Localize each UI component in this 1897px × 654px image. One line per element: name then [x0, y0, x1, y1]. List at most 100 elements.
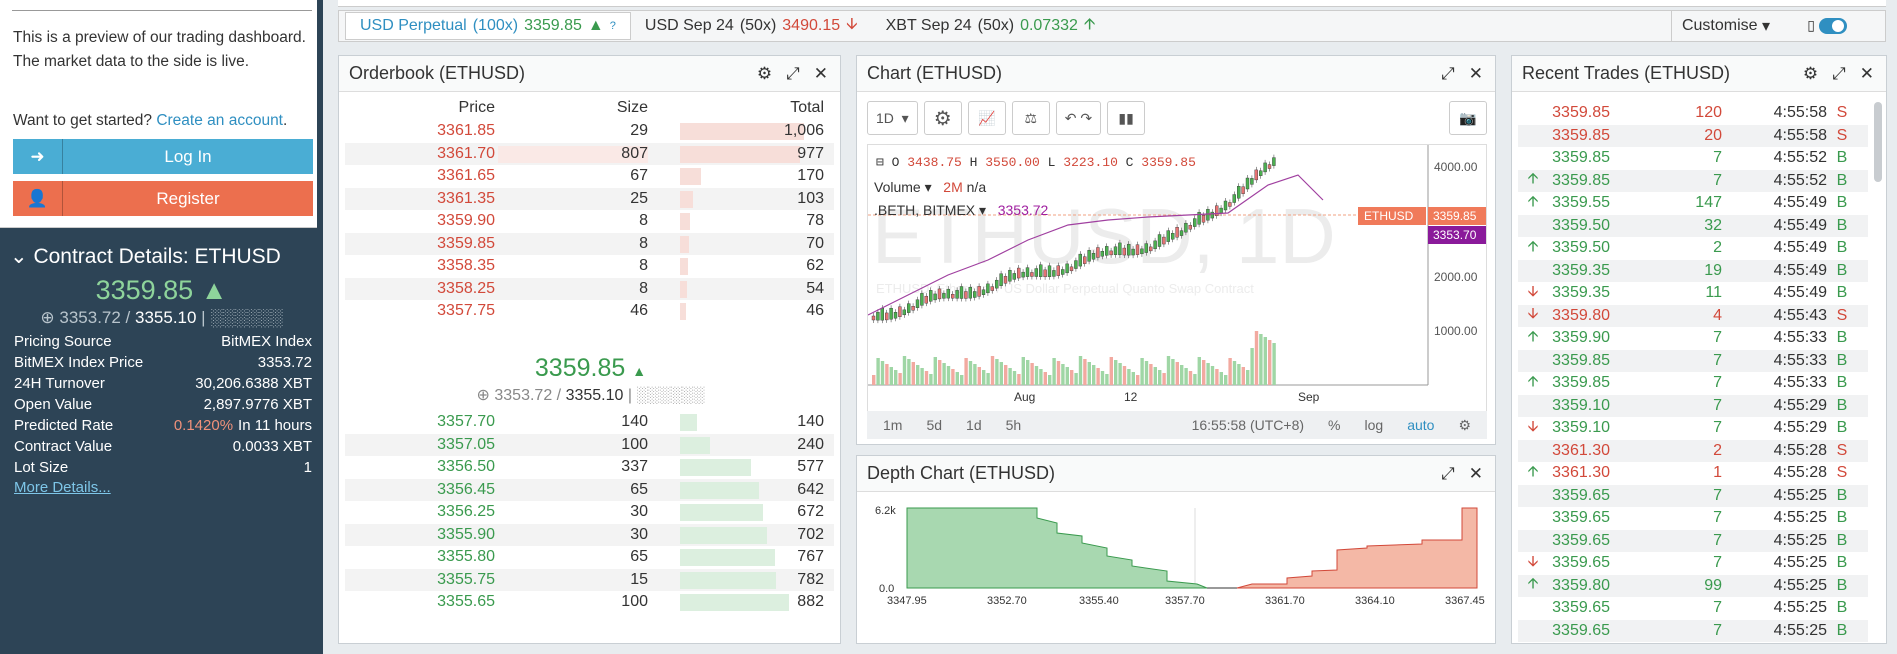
- expand-icon[interactable]: ⤢: [1441, 63, 1455, 83]
- expand-icon[interactable]: ⤢: [786, 63, 800, 83]
- orderbook-row[interactable]: 3356.45 65 642: [345, 478, 834, 501]
- log-toggle[interactable]: log: [1364, 417, 1384, 433]
- orderbook-row[interactable]: 3357.75 46 46: [345, 300, 834, 323]
- candle: [1060, 269, 1065, 275]
- volume-bar: [1250, 348, 1254, 385]
- contract-row-value: BitMEX Index: [221, 333, 312, 354]
- trade-side: B: [1836, 396, 1848, 414]
- orderbook-row[interactable]: 3361.85 29 1,006: [345, 120, 834, 143]
- range-1d[interactable]: 1d: [966, 417, 982, 433]
- orderbook-row[interactable]: 3361.35 25 103: [345, 187, 834, 210]
- expand-icon[interactable]: ⤢: [1832, 63, 1846, 83]
- tab-usd-perpetual[interactable]: USD Perpetual (100x) 3359.85 ▲ ?: [345, 12, 631, 40]
- trade-time: 4:55:52: [1773, 149, 1827, 167]
- orderbook-row[interactable]: 3356.50 337 577: [345, 456, 834, 479]
- orderbook-row[interactable]: 3361.65 67 170: [345, 165, 834, 188]
- orderbook-row[interactable]: 3355.90 30 702: [345, 523, 834, 546]
- trade-size: 20: [1704, 126, 1722, 144]
- candle: [972, 291, 977, 298]
- trade-price: 3359.65: [1552, 486, 1610, 504]
- range-5d[interactable]: 5d: [926, 417, 943, 433]
- candle: [1052, 270, 1056, 277]
- settings-icon[interactable]: ⚙: [923, 101, 962, 135]
- contract-index: ⊕ 3353.72 / 3355.10 | ░░░░░░: [40, 308, 283, 327]
- gear-icon[interactable]: ⚙: [756, 63, 773, 83]
- more-details-link[interactable]: More Details...: [14, 479, 111, 496]
- interval-select[interactable]: 1D ▾: [867, 101, 918, 135]
- orderbook-row[interactable]: 3355.65 100 882: [345, 591, 834, 614]
- contract-mark-value: 3355.10: [135, 308, 197, 327]
- depth-bar: [680, 280, 687, 298]
- close-icon[interactable]: ✕: [1859, 63, 1874, 83]
- candle: [1087, 250, 1091, 262]
- orderbook-price: 3357.70: [437, 413, 495, 431]
- depth-chart[interactable]: 6.2k 0.0 3347.95 3352.70 3355.40 3357.70 3361.…: [867, 498, 1487, 638]
- candle: [1201, 215, 1206, 223]
- orderbook-row[interactable]: 3355.80 65 767: [345, 546, 834, 569]
- volume-bar: [968, 361, 973, 385]
- contract-price-value: 3359.85: [95, 275, 194, 305]
- range-5h[interactable]: 5h: [1005, 417, 1022, 433]
- orderbook-total: 54: [806, 279, 824, 297]
- orderbook-price: 3361.35: [437, 189, 495, 207]
- orderbook-row[interactable]: 3358.25 8 54: [345, 277, 834, 300]
- orderbook-row[interactable]: 3357.05 100 240: [345, 433, 834, 456]
- login-button[interactable]: ➜ Log In: [13, 139, 313, 174]
- depth-x-tick: 3361.70: [1265, 595, 1305, 607]
- close-icon[interactable]: ✕: [1468, 463, 1483, 483]
- trade-side: B: [1836, 509, 1848, 527]
- compare-icon[interactable]: ⚖: [1011, 101, 1050, 135]
- orderbook-price: 3357.75: [437, 302, 495, 320]
- gear-icon[interactable]: ⚙: [1802, 63, 1819, 83]
- orderbook-row[interactable]: 3359.90 8 78: [345, 210, 834, 233]
- orderbook-size: 8: [639, 257, 648, 275]
- create-account-link[interactable]: Create an account: [156, 112, 283, 129]
- trade-price: 3359.50: [1552, 216, 1610, 234]
- volume-bar: [1268, 340, 1272, 385]
- customise-label: Customise: [1681, 17, 1758, 34]
- orderbook-row[interactable]: 3357.70 140 140: [345, 411, 834, 434]
- close-icon[interactable]: ✕: [813, 63, 828, 83]
- orderbook-row[interactable]: 3356.25 30 672: [345, 501, 834, 524]
- undo-icon[interactable]: ↶ ↷: [1055, 101, 1102, 135]
- tab-usd-sep24[interactable]: USD Sep 24 (50x) 3490.15 🡫: [631, 11, 872, 41]
- volume-bar: [1114, 360, 1118, 385]
- candle: [950, 293, 955, 299]
- tab-xbt-sep24[interactable]: XBT Sep 24 (50x) 0.07332 🡩: [872, 11, 1110, 41]
- volume-bar: [1188, 371, 1193, 385]
- percent-toggle[interactable]: %: [1328, 417, 1341, 433]
- auto-toggle[interactable]: auto: [1407, 417, 1435, 433]
- promo-box: This is a preview of our trading dashboa…: [0, 0, 317, 228]
- expand-icon[interactable]: ⤢: [1441, 463, 1455, 483]
- indicators-icon[interactable]: 📈: [967, 101, 1006, 135]
- orderbook-row[interactable]: 3359.85 8 70: [345, 232, 834, 255]
- theme-toggle[interactable]: [1819, 18, 1847, 34]
- contract-price: 3359.85 ▲: [0, 275, 323, 306]
- window-icon[interactable]: ▯: [1807, 17, 1815, 33]
- orderbook-row[interactable]: 3355.75 15 782: [345, 568, 834, 591]
- trade-row: 🡫 3359.10 7 4:55:29 B: [1518, 417, 1868, 440]
- range-1m[interactable]: 1m: [883, 417, 903, 433]
- camera-icon[interactable]: 📷: [1449, 101, 1487, 135]
- help-icon[interactable]: ?: [609, 20, 616, 32]
- candle: [1241, 186, 1245, 194]
- orderbook-size: 46: [630, 302, 648, 320]
- contract-details-header[interactable]: ⌄ Contract Details: ETHUSD: [10, 245, 281, 268]
- bar-chart-icon[interactable]: ▮▮: [1107, 101, 1146, 135]
- trade-side: B: [1836, 284, 1848, 302]
- price-chart[interactable]: ETHUSD, 1D ETHUSD: Ethereum / US Dollar P…: [867, 144, 1487, 414]
- orderbook-row[interactable]: 3358.35 8 62: [345, 255, 834, 278]
- trade-time: 4:55:25: [1773, 576, 1827, 594]
- trade-row: 🡫 3359.80 4 4:55:43 S: [1518, 304, 1868, 327]
- candle: [1219, 207, 1223, 214]
- chart-toolbar: 1D ▾ ⚙ 📈 ⚖ ↶ ↷ ▮▮ 📷: [867, 98, 1487, 138]
- volume-bar: [1193, 374, 1197, 385]
- orderbook-row[interactable]: 3361.70 807 977: [345, 142, 834, 165]
- candle: [1210, 211, 1214, 219]
- close-icon[interactable]: ✕: [1468, 63, 1483, 83]
- scrollbar[interactable]: [1874, 102, 1882, 182]
- collapse-icon[interactable]: ⊟: [876, 155, 884, 170]
- gear-icon[interactable]: ⚙: [1458, 416, 1471, 433]
- register-button[interactable]: 👤 Register: [13, 181, 313, 216]
- customise-dropdown[interactable]: Customise ▾: [1670, 11, 1780, 41]
